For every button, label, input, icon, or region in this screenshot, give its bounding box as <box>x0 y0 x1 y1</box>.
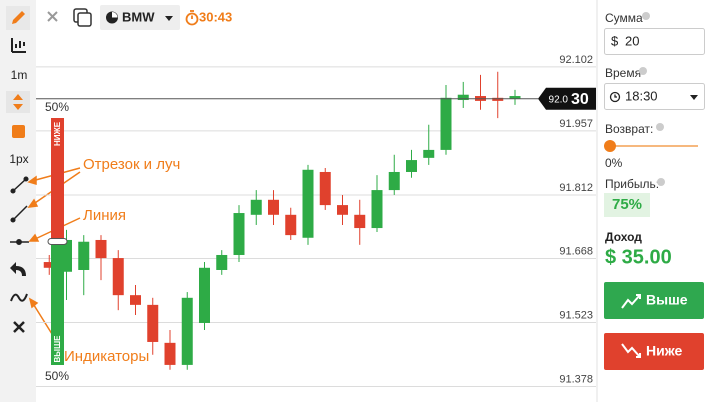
candle-body <box>112 258 124 296</box>
timeframe[interactable]: 1m <box>11 68 28 82</box>
candle-body <box>492 97 504 101</box>
amount[interactable]: 20 <box>625 33 639 48</box>
higher-percent: 50% <box>45 369 69 383</box>
price-tag-end: 30 <box>571 91 589 108</box>
candle-body <box>302 169 314 238</box>
profit-label: Прибыль: <box>605 177 659 191</box>
candle-body <box>147 304 159 342</box>
annotation: Линия <box>83 207 126 224</box>
lower-bar <box>51 118 64 242</box>
candle-body <box>509 96 521 99</box>
asset-icon-detail <box>112 12 118 18</box>
price-tag-main: 92.0 <box>549 94 569 105</box>
candle-body <box>388 171 400 191</box>
line-width[interactable]: 1px <box>9 152 28 166</box>
candle-body <box>285 214 297 236</box>
hline-tool[interactable] <box>10 239 29 245</box>
color-tool[interactable] <box>12 125 25 138</box>
close-button[interactable] <box>47 11 58 22</box>
zoom-tool[interactable] <box>6 91 30 113</box>
toolbar-bg <box>0 0 36 402</box>
help-icon[interactable] <box>642 12 650 20</box>
return-label: Возврат: <box>605 122 653 136</box>
undo-tool[interactable] <box>10 262 26 276</box>
sell-button[interactable] <box>604 333 704 370</box>
y-tick-label: 91.378 <box>559 373 593 385</box>
y-tick-label: 91.523 <box>559 309 593 321</box>
annotation: Индикаторы <box>64 348 149 365</box>
income-value: $ 35.00 <box>605 246 672 268</box>
buy-icon <box>621 294 641 309</box>
amount-label: Сумма <box>605 11 643 25</box>
sell-label[interactable]: Ниже <box>646 343 682 359</box>
asset-name[interactable]: BMW <box>122 9 155 24</box>
copy-button[interactable] <box>73 8 92 27</box>
candle-body <box>406 160 417 172</box>
candle-body <box>250 199 262 215</box>
candle-body <box>216 254 228 270</box>
candle-body <box>371 190 383 229</box>
segment-tool[interactable] <box>10 176 29 194</box>
clear-tool[interactable] <box>13 321 25 333</box>
candle-body <box>457 94 469 101</box>
buy-button[interactable] <box>604 282 704 319</box>
sell-icon <box>621 343 641 358</box>
profit-value: 75% <box>612 196 642 213</box>
timer-icon <box>185 10 199 26</box>
candle-body <box>95 239 107 259</box>
price-tag <box>538 87 596 110</box>
annotation: Отрезок и луч <box>83 156 180 173</box>
candle-body <box>78 241 90 270</box>
timer: 30:43 <box>199 9 232 24</box>
candle-body <box>423 149 435 158</box>
help-icon[interactable] <box>656 123 664 131</box>
chart-type-tool[interactable] <box>11 38 26 53</box>
y-tick-label: 91.668 <box>559 245 593 257</box>
candle-body <box>181 297 193 365</box>
asset-caret <box>165 16 173 21</box>
candle-body <box>319 171 331 206</box>
asset-select[interactable] <box>100 5 180 30</box>
time-select[interactable] <box>604 83 705 110</box>
candle-body <box>130 295 141 305</box>
profit-box <box>604 193 650 217</box>
candle-body <box>233 213 245 255</box>
candle-body <box>337 205 348 215</box>
lower-percent: 50% <box>45 100 69 114</box>
candle-body <box>199 267 210 323</box>
help-icon[interactable] <box>639 67 647 75</box>
candle-body <box>61 239 72 272</box>
candle-body <box>268 199 279 215</box>
indicators-tool[interactable] <box>10 293 28 302</box>
lower-label: НИЖЕ <box>53 121 62 146</box>
help-icon[interactable] <box>657 178 665 186</box>
candle-body <box>354 214 366 229</box>
candle-body <box>164 342 176 365</box>
time-caret <box>690 95 698 100</box>
return-value: 0% <box>605 156 623 170</box>
y-tick-label: 91.812 <box>559 182 593 194</box>
bar-handle <box>47 238 68 245</box>
clock-icon <box>609 91 621 103</box>
amount-input[interactable] <box>604 28 705 55</box>
time[interactable]: 18:30 <box>625 88 658 103</box>
currency: $ <box>611 33 619 48</box>
return-slider-handle[interactable] <box>604 140 616 152</box>
higher-bar <box>51 241 64 365</box>
time-label: Время <box>605 66 641 80</box>
candle-body <box>440 97 452 150</box>
income-label: Доход <box>605 230 642 244</box>
pencil-tool[interactable] <box>6 6 30 30</box>
candle-body <box>43 262 55 268</box>
y-tick-label: 92.102 <box>559 54 593 66</box>
higher-label: ВЫШЕ <box>53 335 62 363</box>
buy-label[interactable]: Выше <box>646 292 688 308</box>
y-tick-label: 91.957 <box>559 118 593 130</box>
ray-tool[interactable] <box>10 205 28 223</box>
